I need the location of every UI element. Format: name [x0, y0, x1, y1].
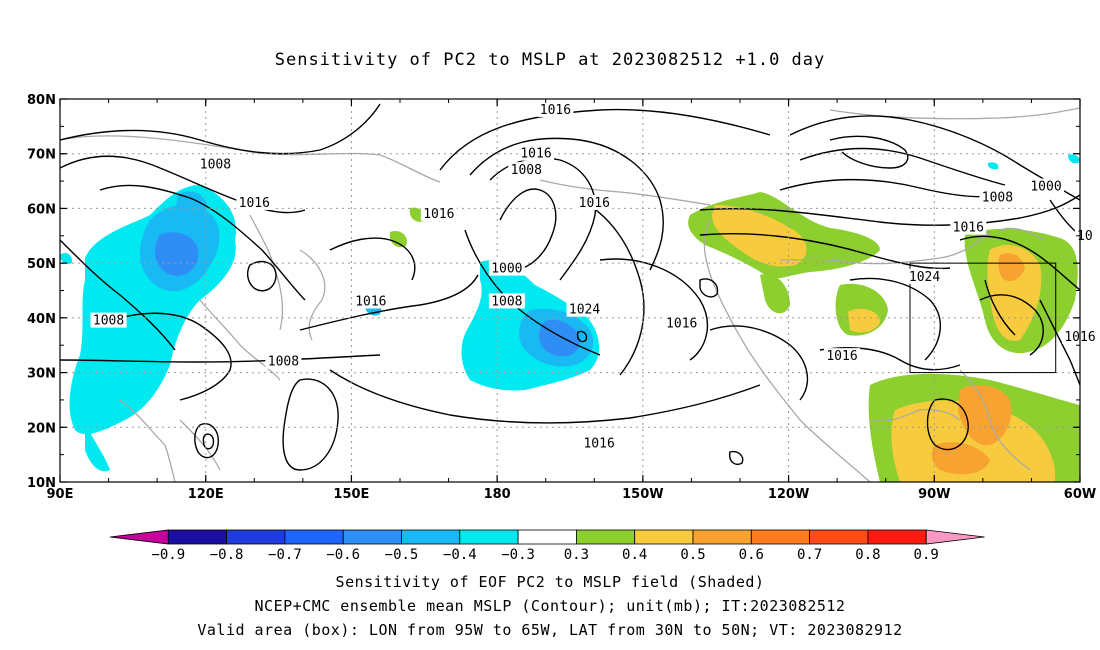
colorbar-swatch [401, 529, 461, 545]
contour-label: 1016 [579, 196, 610, 211]
graticule-grid [60, 99, 1080, 482]
lon-tick-label: 180 [484, 487, 511, 502]
footer-line-shaded-field: Sensitivity of EOF PC2 to MSLP field (Sh… [335, 573, 765, 591]
colorbar-label: −0.7 [268, 547, 302, 563]
colorbar-label: 0.8 [855, 547, 880, 563]
contour-label: 1016 [826, 349, 857, 364]
negative-sensitivity-shading [60, 154, 1080, 472]
longitude-axis: 90E 120E 150E 180 150W 120W 90W 60W [47, 99, 1096, 502]
contour-label-bg [90, 312, 127, 328]
contour-label: 1000 [491, 262, 522, 277]
contour-label-bg [518, 145, 554, 161]
contour-label: 1016 [239, 196, 270, 211]
contour-label: 1008 [200, 158, 231, 173]
contour-label-bg [488, 293, 525, 309]
contour-label: 1016 [423, 207, 454, 222]
colorbar-label: −0.3 [501, 547, 535, 563]
valid-area-box [909, 262, 1057, 374]
colorbar-label: 0.3 [564, 547, 589, 563]
contour-label: 1016 [953, 221, 984, 236]
lat-tick-label: 60N [27, 202, 56, 217]
contour-label: 1016 [520, 147, 551, 162]
colorbar: −0.9 −0.8 −0.7 −0.6 −0.5 −0.4 −0.3 0.3 0.4 0.5 0.6… [109, 529, 985, 563]
colorbar-max-triangle [925, 529, 985, 545]
colorbar-swatch [867, 529, 927, 545]
colorbar-min-triangle [109, 529, 169, 545]
contour-label: 1008 [491, 294, 522, 309]
map-title: Sensitivity of PC2 to MSLP at 2023082512… [274, 50, 826, 70]
colorbar-swatch [576, 529, 636, 545]
contour-label: 1016 [583, 437, 614, 452]
contour-label-bg [824, 348, 860, 364]
contour-label: 1008 [511, 163, 542, 178]
lon-tick-label: 120E [188, 487, 224, 502]
contour-label-bg [537, 101, 574, 117]
lon-tick-label: 150E [333, 487, 369, 502]
contour-label: 1008 [982, 190, 1013, 205]
colorbar-swatch [284, 529, 344, 545]
contour-label-bg [265, 353, 302, 369]
contour-label-bg [906, 268, 943, 284]
contour-label: 1008 [268, 355, 299, 370]
colorbar-label: −0.8 [210, 547, 244, 563]
latitude-axis: 80N 70N 60N 50N 40N 30N 20N 10N [27, 93, 1080, 491]
contour-label-bg [352, 293, 389, 309]
contour-label: 1000 [1030, 180, 1061, 195]
lon-tick-label: 60W [1064, 487, 1096, 502]
contour-label-bg [979, 189, 1016, 205]
colorbar-label: −0.4 [443, 547, 477, 563]
colorbar-label: 0.7 [797, 547, 822, 563]
contour-label-bg [566, 301, 603, 317]
contour-label-bg [508, 162, 545, 178]
contour-label-bg [420, 205, 457, 221]
contour-label: 1016 [666, 316, 697, 331]
coastlines [60, 107, 1080, 482]
colorbar-label: 0.6 [739, 547, 764, 563]
colorbar-swatch [809, 529, 869, 545]
contour-label: 1016 [355, 294, 386, 309]
colorbar-swatch [342, 529, 402, 545]
contour-label: 1008 [93, 314, 124, 329]
lon-tick-label: 150W [622, 487, 663, 502]
lat-tick-label: 20N [27, 421, 56, 436]
colorbar-swatch [634, 529, 694, 545]
lat-tick-label: 50N [27, 257, 56, 272]
colorbar-label: 0.9 [914, 547, 939, 563]
contour-label-bg [488, 260, 525, 276]
lat-tick-label: 40N [27, 312, 56, 327]
contour-label-bg [576, 194, 613, 210]
contour-label: 1024 [569, 303, 600, 318]
lat-tick-label: 30N [27, 367, 56, 382]
colorbar-swatch [692, 529, 752, 545]
footer-line-valid-area: Valid area (box): LON from 95W to 65W, L… [197, 621, 903, 639]
contour-label-bg [950, 219, 987, 235]
contour-label: 10 [1077, 229, 1093, 244]
contour-label-bg [1028, 178, 1064, 194]
contour-label-bg [236, 194, 273, 210]
colorbar-label: −0.5 [385, 547, 419, 563]
contour-label-bg [581, 435, 618, 451]
footer-line-contour-info: NCEP+CMC ensemble mean MSLP (Contour); u… [254, 597, 846, 615]
contour-label: 1016 [540, 103, 571, 118]
lon-tick-label: 90E [47, 487, 74, 502]
colorbar-label: 0.5 [680, 547, 705, 563]
colorbar-swatch [167, 529, 228, 545]
lat-tick-label: 10N [27, 476, 56, 491]
contour-label-bg [197, 156, 234, 172]
colorbar-swatch [517, 529, 577, 545]
colorbar-label: −0.9 [151, 547, 185, 563]
colorbar-swatch [459, 529, 519, 545]
colorbar-swatch [226, 529, 286, 545]
lon-tick-label: 120W [768, 487, 809, 502]
colorbar-label: −0.6 [326, 547, 360, 563]
colorbar-label: 0.4 [622, 547, 647, 563]
contour-label: 1024 [909, 270, 940, 285]
lat-tick-label: 70N [27, 148, 56, 163]
lon-tick-label: 90W [918, 487, 950, 502]
lat-tick-label: 80N [27, 93, 56, 108]
contour-labels: 1008101610081008101610161016101610081016… [90, 101, 1098, 452]
contour-label-bg [663, 315, 700, 331]
colorbar-swatch [750, 529, 810, 545]
